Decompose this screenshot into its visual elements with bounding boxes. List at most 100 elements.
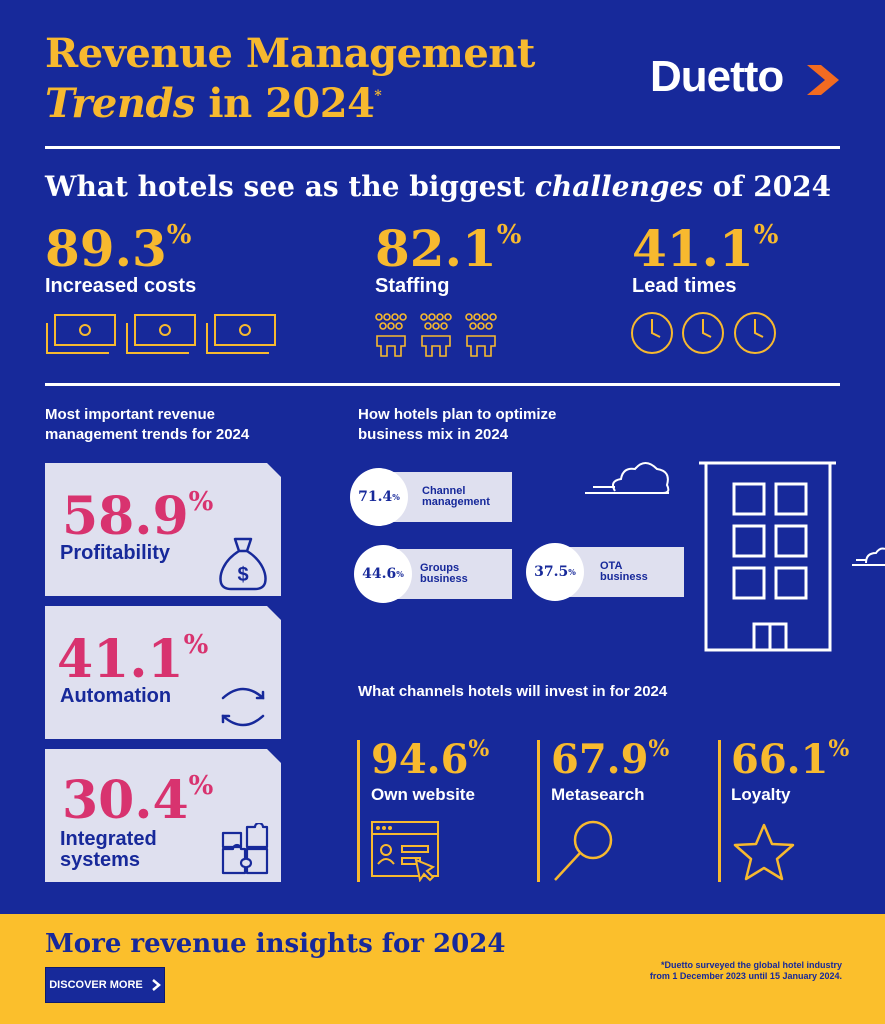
trend-stat: 41.1% <box>57 632 208 686</box>
stat-value: 89.3 <box>45 219 167 278</box>
chevron-right-icon <box>151 979 161 991</box>
survey-footnote: *Duetto surveyed the global hotel indust… <box>600 960 842 982</box>
logo-arrow-icon <box>807 65 839 95</box>
pill-label-line1: Channel <box>422 485 466 497</box>
pill-value: 37.5 <box>534 564 569 580</box>
divider-top <box>45 146 840 149</box>
challenges-heading-italic: challenges <box>534 170 703 203</box>
cloud-small-icon <box>852 547 885 566</box>
percent-sign: % <box>396 569 404 579</box>
business-mix-heading-line2: business mix in 2024 <box>358 426 509 443</box>
money-bills-icon <box>46 314 276 354</box>
discover-more-button[interactable]: DISCOVER MORE <box>45 967 165 1003</box>
stat-label-staffing: Staffing <box>375 275 450 297</box>
percent-sign: % <box>166 220 192 250</box>
pill-label: Channel management <box>422 486 490 508</box>
pill-value: 71.4 <box>358 489 393 505</box>
percent-sign: % <box>188 771 214 801</box>
pill-label: Groups business <box>420 563 468 585</box>
percent-sign: % <box>183 630 209 660</box>
percent-sign: % <box>648 736 670 762</box>
svg-text:$: $ <box>237 564 248 586</box>
trend-stat: 58.9% <box>62 489 213 543</box>
title-asterisk: * <box>374 88 382 104</box>
trend-value: 58.9 <box>62 486 189 547</box>
percent-sign: % <box>828 736 850 762</box>
channel-bar <box>357 740 360 882</box>
stat-value: 41.1 <box>632 219 754 278</box>
trend-label: Automation <box>60 685 172 707</box>
trend-value: 41.1 <box>57 629 184 690</box>
stat-label-lead-times: Lead times <box>632 275 737 297</box>
trend-label-line2: systems <box>60 849 141 871</box>
trend-stat: 30.4% <box>62 773 213 827</box>
stat-label-increased-costs: Increased costs <box>45 275 197 297</box>
channel-stat-own-website: 94.6% <box>371 738 489 780</box>
channel-bar <box>537 740 540 882</box>
channel-label-own-website: Own website <box>371 785 475 804</box>
trend-card-automation: 41.1% Automation <box>45 606 281 739</box>
stat-value: 82.1 <box>375 219 497 278</box>
business-mix-heading-line1: How hotels plan to optimize <box>358 406 557 423</box>
cloud-icon <box>585 462 670 494</box>
pill-label-line2: business <box>420 573 468 585</box>
puzzle-icon <box>221 823 269 875</box>
discover-more-label: DISCOVER MORE <box>49 979 143 991</box>
stat-increased-costs: 89.3% <box>45 222 192 274</box>
stat-staffing: 82.1% <box>375 222 522 274</box>
pill-label-line2: management <box>422 496 490 508</box>
footnote-line2: from 1 December 2023 until 15 January 20… <box>649 971 842 981</box>
percent-sign: % <box>496 220 522 250</box>
challenges-heading-pre: What hotels see as the biggest <box>45 170 535 203</box>
trend-label-line1: Integrated <box>60 828 157 850</box>
trend-value: 30.4 <box>62 770 189 831</box>
trend-label: Integrated systems <box>60 829 157 871</box>
business-mix-heading: How hotels plan to optimize business mix… <box>358 405 658 445</box>
pill-label-line2: business <box>600 571 648 583</box>
challenges-heading-post: of 2024 <box>703 170 832 203</box>
channel-label-metasearch: Metasearch <box>551 785 645 804</box>
clocks-icon <box>631 312 776 354</box>
trends-heading: Most important revenue management trends… <box>45 405 325 445</box>
money-bag-icon: $ <box>219 537 267 591</box>
trends-heading-line1: Most important revenue <box>45 406 216 423</box>
channel-stat-metasearch: 67.9% <box>551 738 669 780</box>
percent-sign: % <box>392 492 400 502</box>
channel-label-loyalty: Loyalty <box>731 785 791 804</box>
percent-sign: % <box>188 487 214 517</box>
footnote-line1: *Duetto surveyed the global hotel indust… <box>660 960 842 970</box>
footer-heading: More revenue insights for 2024 <box>45 929 506 959</box>
staff-people-icon <box>375 313 497 357</box>
circle-groups-business: 44.6% <box>354 545 412 603</box>
pill-label: OTA business <box>600 561 648 583</box>
hotel-building-icon <box>699 461 836 652</box>
pill-value: 44.6 <box>362 566 397 582</box>
page-title-line2: Trends in 2024* <box>45 80 382 127</box>
website-icon <box>371 821 439 882</box>
stat-lead-times: 41.1% <box>632 222 779 274</box>
percent-sign: % <box>753 220 779 250</box>
duetto-logo: Duetto <box>650 52 784 101</box>
channels-heading: What channels hotels will invest in for … <box>358 683 668 700</box>
trends-heading-line2: management trends for 2024 <box>45 426 250 443</box>
circle-ota-business: 37.5% <box>526 543 584 601</box>
pill-label-line1: Groups <box>420 562 460 574</box>
trend-card-profitability: 58.9% Profitability $ <box>45 463 281 596</box>
circle-channel-management: 71.4% <box>350 468 408 526</box>
sync-arrows-icon <box>221 687 265 727</box>
channel-value: 67.9 <box>551 736 649 783</box>
percent-sign: % <box>468 736 490 762</box>
title-italic-word: Trends <box>45 80 195 127</box>
channel-bar <box>718 740 721 882</box>
trend-label: Profitability <box>60 542 171 564</box>
title-year: in 2024 <box>194 80 375 127</box>
divider-middle <box>45 383 840 386</box>
challenges-heading: What hotels see as the biggest challenge… <box>45 170 831 203</box>
page-title-line1: Revenue Management <box>45 30 535 77</box>
pill-label-line1: OTA <box>600 560 623 572</box>
search-magnifier-icon <box>554 820 613 881</box>
channel-value: 94.6 <box>371 736 469 783</box>
star-icon <box>733 823 795 881</box>
percent-sign: % <box>568 567 576 577</box>
channel-value: 66.1 <box>731 736 829 783</box>
